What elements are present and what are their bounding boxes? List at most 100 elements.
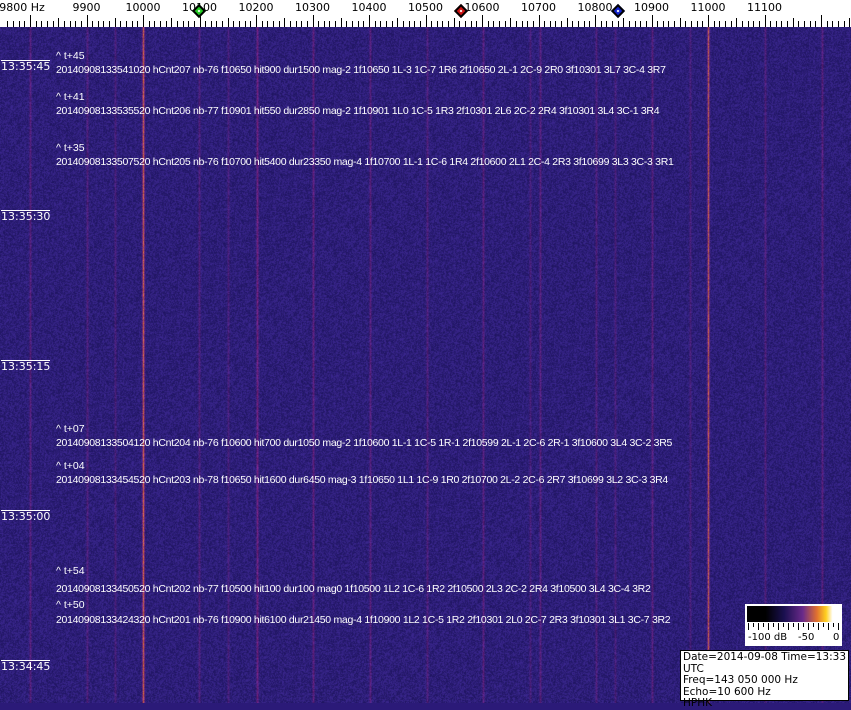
legend-tick [778,623,779,630]
time-label: 13:35:45 [1,60,51,73]
axis-tick [425,15,427,27]
axis-tick [233,21,235,27]
axis-tick [470,21,472,27]
axis-tick [837,21,839,27]
legend-tick [763,623,764,627]
axis-tick [289,21,291,27]
axis-tick [267,21,269,27]
axis-tick [41,21,43,27]
axis-tick [46,21,48,27]
legend-tick [818,623,819,630]
frequency-tick-label: 10300 [295,1,330,14]
axis-tick [7,21,9,27]
axis-tick [442,21,444,27]
legend-tick [748,623,749,630]
axis-tick [843,21,845,27]
axis-tick [131,21,133,27]
axis-tick [97,21,99,27]
axis-tick [165,21,167,27]
frequency-tick-label: 10800 [577,1,613,14]
axis-tick [736,18,738,27]
detection-offset: ^ t+04 [56,460,85,472]
axis-tick [227,18,229,27]
axis-tick [532,21,534,27]
axis-tick [476,21,478,27]
axis-tick [312,15,314,27]
axis-tick [775,21,777,27]
axis-tick [792,18,794,27]
axis-tick [137,21,139,27]
axis-tick [708,15,709,27]
axis-tick [448,21,450,27]
axis-tick [645,21,647,27]
detection-offset: ^ t+07 [56,423,85,435]
waterfall-spectrogram: 13:35:45 13:35:30 13:35:15 13:35:00 13:3… [0,27,851,703]
axis-tick [724,21,726,27]
detection-line: 20140908133535520 hCnt206 nb-77 f10901 h… [56,105,660,117]
blue-marker-icon[interactable] [611,3,626,19]
axis-tick [239,21,241,27]
axis-tick [436,21,438,27]
axis-tick [306,21,308,27]
axis-tick [244,21,246,27]
axis-tick [651,15,653,27]
axis-tick [30,15,31,27]
axis-tick [114,18,116,27]
detection-offset: ^ t+41 [56,91,85,103]
axis-tick [154,21,156,27]
axis-tick [691,21,693,27]
axis-tick [510,18,512,27]
axis-tick [696,21,698,27]
axis-tick [623,18,625,27]
legend-tick [813,623,814,627]
station-text: HPHK [683,697,713,709]
legend-tick [773,623,774,627]
axis-tick [397,18,399,27]
axis-tick [109,21,111,27]
axis-tick [600,21,602,27]
axis-tick [278,21,280,27]
axis-tick [459,21,461,27]
axis-tick [284,18,286,27]
detection-offset: ^ t+50 [56,599,85,611]
axis-tick [24,21,26,27]
detection-line: 20140908133450520 hCnt202 nb-77 f10500 h… [56,583,651,595]
axis-tick [86,15,88,27]
axis-tick [318,21,320,27]
detection-line: 20140908133504120 hCnt204 nb-76 f10600 h… [56,437,673,449]
legend-tick [758,623,759,630]
frequency-tick-label: 10700 [521,1,556,14]
detection-line: 20140908133507520 hCnt205 nb-76 f10700 h… [56,156,674,168]
axis-tick [216,21,218,27]
axis-tick [832,21,834,27]
axis-tick [340,18,342,27]
axis-tick [583,21,585,27]
legend-tick [823,623,824,627]
axis-tick [335,21,337,27]
axis-tick [640,21,642,27]
axis-tick [719,21,721,27]
legend-tick [768,623,769,630]
frequency-tick-label: 10900 [634,1,669,14]
axis-tick [188,21,190,27]
axis-tick [363,21,365,27]
detection-offset: ^ t+45 [56,50,85,62]
axis-tick [103,21,105,27]
legend-tick [753,623,754,627]
axis-tick [126,21,128,27]
color-bar [747,606,840,622]
axis-tick [453,18,455,27]
frequency-tick-label: 10600 [464,1,500,14]
color-scale-legend: -100 dB -50 0 [745,604,842,646]
axis-tick [357,21,359,27]
axis-tick [521,21,523,27]
axis-tick [595,15,596,27]
frequency-tick-label: 10000 [125,1,161,14]
axis-tick [369,15,370,27]
axis-tick [92,21,94,27]
detection-offset: ^ t+54 [56,565,85,577]
axis-tick [657,21,659,27]
axis-tick [753,21,755,27]
axis-tick [408,21,410,27]
legend-tick [798,623,799,630]
